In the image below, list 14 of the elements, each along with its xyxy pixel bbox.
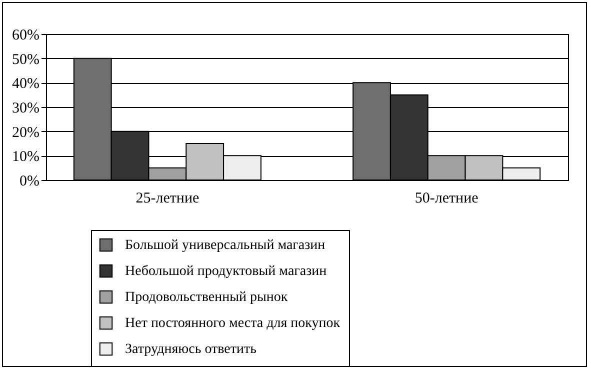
legend-label: Большой универсальный магазин (125, 238, 326, 253)
legend-label: Небольшой продуктовый магазин (125, 264, 328, 279)
legend-label: Затрудняюсь ответить (125, 342, 256, 357)
x-tick-label: 50-летние (414, 190, 479, 206)
y-tick-label: 50% (12, 52, 40, 68)
y-tick-label: 20% (12, 124, 40, 141)
y-tick-label: 60% (12, 28, 40, 44)
x-tick-label: 25-летние (136, 190, 200, 206)
legend-label: Нет постоянного места для покупок (125, 316, 340, 331)
y-tick-label: 10% (12, 149, 40, 166)
legend-label: Продовольственный рынок (125, 290, 288, 305)
y-tick-label: 40% (12, 76, 40, 92)
y-tick-label: 0% (20, 174, 40, 190)
y-tick-label: 30% (12, 100, 40, 116)
